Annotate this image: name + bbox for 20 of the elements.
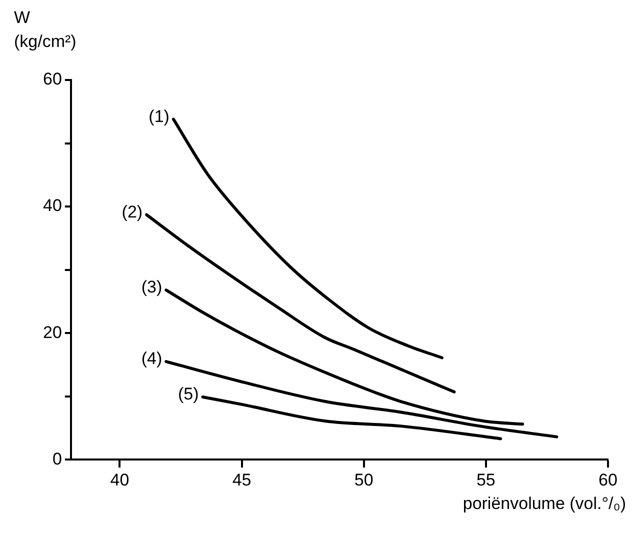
x-tick-label: 40	[110, 470, 130, 490]
y-tick-label: 60	[42, 70, 62, 89]
y-tick-label: 40	[42, 196, 62, 216]
line-series	[164, 288, 524, 426]
x-tick-label: 55	[476, 470, 496, 490]
x-tick-label: 45	[232, 470, 252, 490]
line-series	[164, 360, 558, 438]
x-tick-label: 50	[354, 470, 374, 490]
x-tick-label: 60	[598, 470, 618, 490]
y-axis-title: W (kg/cm²)	[14, 7, 76, 53]
line-series	[172, 118, 444, 360]
series-label: (1)	[148, 106, 170, 126]
series-label: (5)	[178, 384, 199, 404]
line-series	[201, 395, 502, 440]
series-label: (3)	[141, 278, 162, 297]
series-label: (4)	[141, 349, 162, 368]
series-label: (2)	[122, 202, 143, 222]
y-tick-label: 0	[52, 449, 62, 468]
y-tick-label: 20	[42, 322, 62, 342]
x-axis-title: poriënvolume (vol.°/₀)	[462, 494, 626, 514]
